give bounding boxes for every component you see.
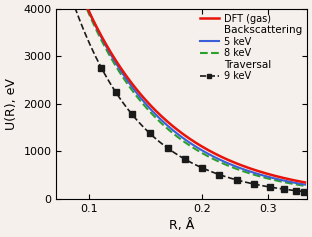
X-axis label: R, Å: R, Å [169, 219, 194, 232]
Legend: DFT (gas), Backscattering, 5 keV, 8 keV, Traversal, 9 keV: DFT (gas), Backscattering, 5 keV, 8 keV,… [198, 12, 304, 83]
Y-axis label: U(R), eV: U(R), eV [5, 78, 18, 130]
